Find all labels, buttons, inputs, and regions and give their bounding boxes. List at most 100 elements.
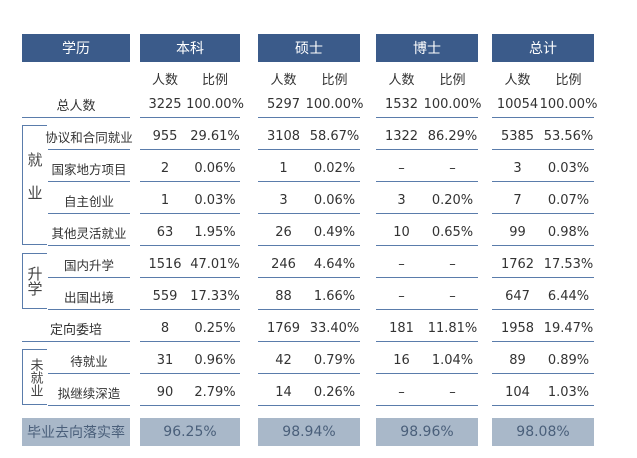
cell: 1.03% (547, 384, 590, 400)
cell: 1762 (500, 256, 535, 272)
footer-value: 98.96% (376, 418, 478, 446)
cell: – (398, 288, 405, 304)
cell: 181 (389, 320, 414, 336)
cell: 8 (160, 320, 170, 336)
cell: – (449, 160, 456, 176)
header-group: 硕士 (258, 34, 360, 62)
cell: 0.79% (313, 352, 356, 368)
subheader: 比例 (439, 72, 466, 88)
row-line (258, 149, 360, 150)
row-line (258, 181, 360, 182)
subheader: 比例 (201, 72, 228, 88)
row-line (48, 245, 130, 246)
row-line (376, 309, 478, 310)
cell: – (398, 160, 405, 176)
header-label: 学历 (22, 34, 130, 62)
row-line (376, 245, 478, 246)
cell: 1769 (266, 320, 301, 336)
row-line (376, 341, 478, 342)
cell: 1.04% (431, 352, 474, 368)
row-line (258, 213, 360, 214)
cell: 17.33% (190, 288, 240, 304)
row-label: 自主创业 (63, 193, 114, 209)
cell: 0.03% (194, 192, 236, 208)
cell: – (398, 384, 405, 400)
row-line (258, 117, 360, 118)
footer-value: 98.08% (492, 418, 594, 446)
cell: 11.81% (427, 320, 478, 336)
row-line (376, 277, 478, 278)
subheader: 比例 (321, 72, 348, 88)
cell: 88 (275, 288, 292, 304)
row-line (140, 277, 240, 278)
cell: 647 (505, 288, 530, 304)
row-label: 总人数 (56, 98, 96, 114)
cell: 31 (156, 352, 174, 368)
cell: 47.01% (190, 256, 240, 272)
row-line (140, 405, 240, 406)
row-line (140, 245, 240, 246)
row-line (376, 373, 478, 374)
row-line (376, 405, 478, 406)
cell: 955 (152, 128, 178, 144)
row-line (258, 341, 360, 342)
subheader: 人数 (270, 72, 297, 88)
cell: 42 (275, 352, 292, 368)
cell: 2.79% (194, 384, 236, 400)
cell: 0.20% (431, 192, 474, 208)
cell: 0.98% (547, 224, 590, 240)
row-label: 待就业 (70, 353, 108, 369)
cell: 0.06% (313, 192, 356, 208)
row-line (492, 149, 594, 150)
row-line (48, 277, 130, 278)
cell: 6.44% (547, 288, 590, 304)
row-label: 其他灵活就业 (51, 225, 127, 241)
cell: 10054 (496, 96, 539, 112)
cell: 1.66% (313, 288, 356, 304)
row-line (258, 309, 360, 310)
footer-value: 96.25% (140, 418, 240, 446)
cell: – (449, 288, 456, 304)
cell: 1 (160, 192, 170, 208)
cell: 53.56% (543, 128, 594, 144)
row-line (48, 213, 130, 214)
section-label: 升学 (22, 253, 47, 309)
cell: 0.49% (313, 224, 356, 240)
row-line (492, 117, 594, 118)
row-line (492, 373, 594, 374)
row-line (258, 405, 360, 406)
cell: 0.89% (547, 352, 590, 368)
section-label: 未就业 (22, 349, 47, 405)
cell: 3108 (266, 128, 301, 144)
cell: 0.02% (313, 160, 356, 176)
row-line (376, 117, 478, 118)
row-line (492, 405, 594, 406)
row-label: 出国出境 (63, 289, 114, 305)
footer-label: 毕业去向落实率 (22, 418, 130, 446)
cell: 90 (156, 384, 174, 400)
row-label: 国内升学 (63, 257, 114, 273)
row-line (258, 277, 360, 278)
cell: 29.61% (190, 128, 240, 144)
row-label: 拟继续深造 (57, 385, 121, 401)
row-line (22, 117, 130, 118)
cell: 4.64% (313, 256, 356, 272)
cell: 0.06% (194, 160, 236, 176)
cell: 17.53% (543, 256, 594, 272)
row-line (140, 373, 240, 374)
row-line (492, 277, 594, 278)
cell: – (449, 256, 456, 272)
cell: 100.00% (305, 96, 364, 112)
subheader: 比例 (555, 72, 582, 88)
row-line (376, 149, 478, 150)
cell: 1.95% (194, 224, 236, 240)
row-line (140, 149, 240, 150)
cell: 0.26% (313, 384, 356, 400)
row-line (492, 341, 594, 342)
cell: 3 (513, 160, 522, 176)
header-group: 博士 (376, 34, 478, 62)
subheader: 人数 (151, 72, 178, 88)
row-line (140, 309, 240, 310)
row-line (140, 181, 240, 182)
